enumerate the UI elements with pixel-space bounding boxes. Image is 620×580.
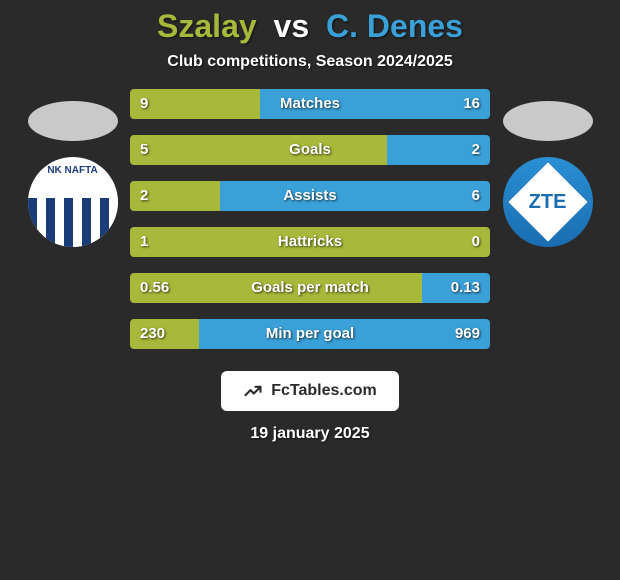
bar-segment-left <box>130 273 422 303</box>
title: Szalay vs C. Denes <box>157 8 463 45</box>
bar-segment-left <box>130 319 199 349</box>
bar-segment-right <box>387 135 490 165</box>
site-badge: FcTables.com <box>221 371 399 411</box>
club2-diamond: ZTE <box>508 162 587 241</box>
bar-segment-right <box>220 181 490 211</box>
club2-badge: ZTE <box>503 157 593 247</box>
stat-bar: Goals per match0.560.13 <box>130 273 490 303</box>
main-row: NK NAFTA Matches916 Goals52 Assists26 Hattr… <box>0 89 620 349</box>
club1-badge: NK NAFTA <box>28 157 118 247</box>
stat-bar: Hattricks10 <box>130 227 490 257</box>
player1-side: NK NAFTA <box>15 89 130 247</box>
bar-segment-left <box>130 181 220 211</box>
bar-segment-left <box>130 227 490 257</box>
player2-silhouette <box>503 101 593 141</box>
infographic-container: Szalay vs C. Denes Club competitions, Se… <box>0 0 620 443</box>
chart-icon <box>243 381 263 401</box>
stat-bar: Goals52 <box>130 135 490 165</box>
club1-label: NK NAFTA <box>28 165 118 176</box>
vs-text: vs <box>274 8 310 44</box>
bar-segment-left <box>130 89 260 119</box>
bar-segment-right <box>260 89 490 119</box>
subtitle: Club competitions, Season 2024/2025 <box>167 53 452 71</box>
stat-bars: Matches916 Goals52 Assists26 Hattricks10 Goa… <box>130 89 490 349</box>
bar-segment-right <box>199 319 490 349</box>
player1-name: Szalay <box>157 8 257 44</box>
stat-bar: Min per goal230969 <box>130 319 490 349</box>
player2-name: C. Denes <box>326 8 463 44</box>
bar-segment-right <box>422 273 490 303</box>
bar-segment-left <box>130 135 387 165</box>
club1-stripes <box>28 198 118 248</box>
stat-bar: Assists26 <box>130 181 490 211</box>
date-text: 19 january 2025 <box>250 425 369 443</box>
player2-side: ZTE <box>490 89 605 247</box>
site-name: FcTables.com <box>271 382 377 400</box>
club2-label: ZTE <box>529 191 567 214</box>
player1-silhouette <box>28 101 118 141</box>
stat-bar: Matches916 <box>130 89 490 119</box>
